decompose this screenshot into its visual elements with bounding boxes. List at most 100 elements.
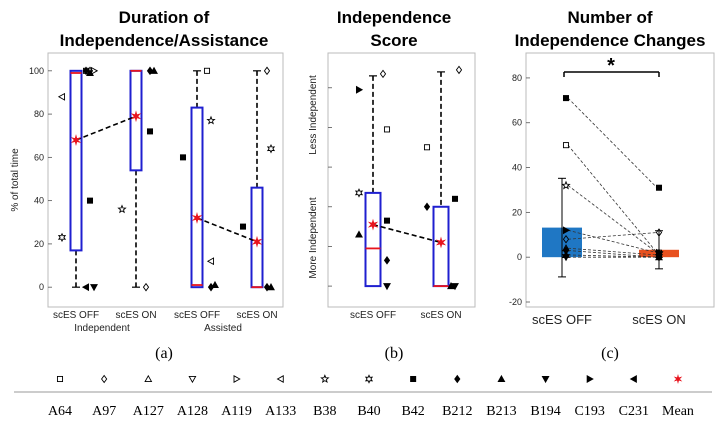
- panel-a-frame: [47, 52, 284, 308]
- legend-marker-a97: [101, 374, 108, 384]
- legend-marker-a133: [276, 375, 284, 383]
- panel-c-pair-line-b42: [567, 97, 658, 189]
- panel-a-box: [190, 106, 204, 289]
- panel-a-mean-marker: [70, 134, 82, 146]
- panel-c-point-on-a97: [655, 228, 663, 237]
- panel-c-pair-line-c193: [567, 229, 658, 254]
- panel-c-point-off-c193: [562, 226, 571, 235]
- legend-marker-a128: [188, 375, 197, 384]
- legend-label-b40: B40: [357, 404, 380, 419]
- panel-c-pair-line-b38: [567, 185, 658, 254]
- panel-a-point-b38: [117, 204, 127, 214]
- panel-a-ytick-label: 0: [39, 282, 44, 292]
- legend: A64 A97 A127 A128 A119 A133 B38 B40 B42 B212 B213 B…: [48, 374, 694, 419]
- panel-a-point-b40: [266, 143, 276, 154]
- panel-c-ytick-label: 80: [512, 73, 522, 83]
- legend-marker-b212: [454, 374, 461, 384]
- caption-b: (b): [385, 345, 404, 362]
- panel-b-ylabel-top: Less Independent: [308, 75, 319, 155]
- legend-label-a127: A127: [133, 404, 164, 419]
- panel-c-plot: -20 0 20 40 60 80 scES OFF scES ON: [509, 73, 686, 327]
- panel-c-point-on-b194: [655, 254, 663, 262]
- panel-a-point-a133: [57, 92, 66, 101]
- legend-marker-c193: [586, 375, 594, 383]
- legend-marker-a119: [233, 375, 241, 383]
- legend-label-b42: B42: [401, 404, 424, 419]
- panel-a-xtick-label: scES ON: [236, 310, 277, 321]
- legend-label-c231: C231: [619, 404, 649, 419]
- panel-a-point-a64: [203, 67, 211, 74]
- panel-b-point-b213: [355, 230, 363, 238]
- significance-bracket: [563, 71, 660, 77]
- panel-a-ytick-label: 60: [34, 152, 44, 162]
- panel-a-xtick-label: scES OFF: [53, 310, 99, 321]
- legend-label-a128: A128: [177, 404, 208, 419]
- legend-label-b194: B194: [530, 404, 560, 419]
- panel-c-ytick-label: -20: [509, 297, 522, 307]
- panel-a-ytick-label: 40: [34, 196, 44, 206]
- panel-a-point-b213: [211, 280, 219, 289]
- legend-label-c193: C193: [575, 404, 605, 419]
- legend-marker-a64: [56, 375, 64, 383]
- panel-a-point-a97: [263, 66, 271, 76]
- legend-label-b213: B213: [486, 404, 516, 419]
- panel-a-mean-marker: [191, 212, 203, 224]
- panel-b-point-a97: [379, 69, 387, 79]
- panel-c-point-off-b42: [562, 95, 570, 102]
- panel-a-point-b212: [146, 66, 154, 76]
- panel-c-frame: [525, 52, 715, 308]
- panel-b-box: [364, 191, 382, 288]
- panel-c-ytick-label: 20: [512, 207, 522, 217]
- group-label-independent: Independent: [74, 323, 130, 334]
- panel-a-point-a97: [142, 282, 150, 292]
- panel-a-mean-marker: [130, 110, 142, 123]
- panel-c-pair-line-a64: [567, 144, 658, 253]
- panel-a-plot: 0 20 40 60 80 100 scES OFF scES ON scES OFF scES …: [29, 66, 278, 321]
- legend-label-b212: B212: [442, 404, 472, 419]
- legend-marker-c231: [629, 375, 637, 383]
- panel-b-point-b40: [354, 188, 364, 198]
- legend-label-b38: B38: [313, 404, 336, 419]
- panel-a-box: [69, 69, 83, 252]
- caption-a: (a): [155, 345, 173, 362]
- panel-a-point-a133: [206, 257, 215, 266]
- caption-c: (c): [601, 345, 619, 362]
- panel-a-point-b212: [263, 282, 271, 292]
- legend-label-a133: A133: [265, 404, 296, 419]
- panel-c-xtick-label: scES OFF: [532, 312, 592, 327]
- panel-b-mean-marker: [435, 236, 447, 249]
- panel-c-ytick-label: 40: [512, 163, 522, 173]
- panel-a-point-b213: [86, 68, 94, 76]
- panel-a-mean-marker: [251, 235, 263, 248]
- panel-b-xtick-label: scES ON: [420, 310, 461, 321]
- panel-b-xtick-label: scES OFF: [350, 310, 396, 321]
- legend-marker-b42: [410, 375, 417, 383]
- panel-a-point-b212: [82, 66, 90, 76]
- panel-b-plot: scES OFF scES ON: [328, 65, 463, 321]
- legend-marker-mean: [673, 374, 683, 384]
- panel-a-point-b40: [57, 232, 67, 243]
- panel-c-point-off-b194: [562, 254, 570, 262]
- group-label-assisted: Assisted: [204, 323, 242, 334]
- panel-c-point-off-a97: [562, 234, 570, 244]
- panel-b-point-b212: [423, 202, 431, 212]
- panel-a-point-b38: [206, 115, 216, 125]
- panel-b-point-b194: [383, 283, 391, 291]
- panel-b-point-a64: [383, 126, 391, 133]
- panel-a-title-line1: Duration of: [119, 8, 210, 27]
- legend-marker-b213: [497, 374, 506, 383]
- panel-b-frame: [327, 52, 476, 308]
- panel-b-point-b42: [451, 195, 459, 202]
- panel-b-ylabel-bottom: More Independent: [308, 197, 319, 278]
- panel-c-point-off-b38: [561, 180, 571, 190]
- legend-label-mean: Mean: [662, 404, 694, 419]
- panel-a-point-b213: [267, 283, 275, 291]
- panel-c-title-line1: Number of: [568, 8, 653, 27]
- panel-c-title-line2: Independence Changes: [515, 31, 706, 50]
- panel-b-mean-connector: [372, 223, 442, 244]
- panel-a-mean-connector: [75, 115, 137, 141]
- panel-c-xtick-label: scES ON: [632, 312, 685, 327]
- panel-b-point-a97: [455, 65, 463, 75]
- panel-c-point-off-a64: [562, 142, 570, 149]
- legend-label-a64: A64: [48, 404, 72, 419]
